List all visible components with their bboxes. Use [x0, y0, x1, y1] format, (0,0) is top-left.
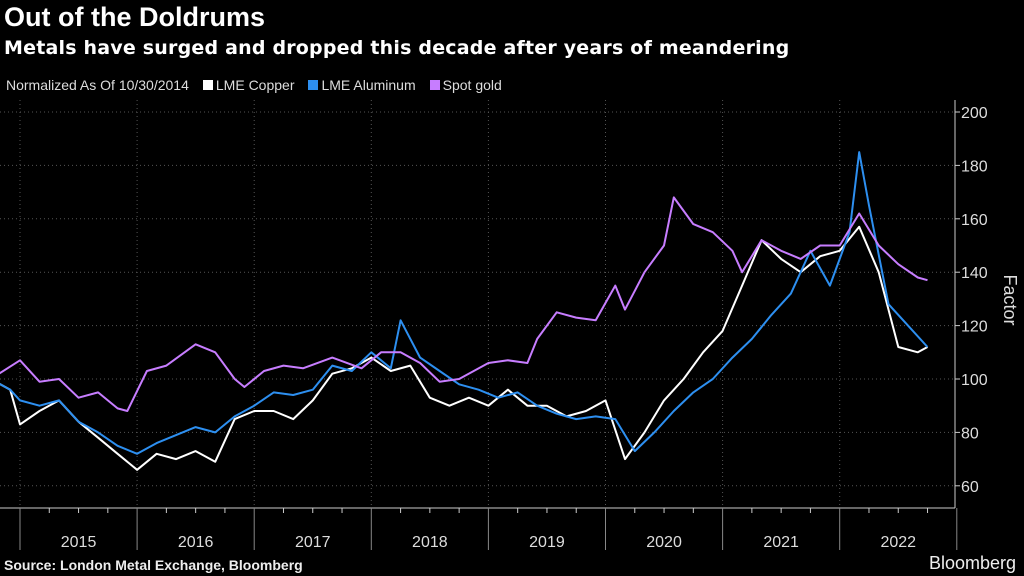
series-line-spot-gold	[0, 196, 928, 412]
x-tick-label: 2016	[178, 534, 214, 551]
source-note: Source: London Metal Exchange, Bloomberg	[4, 557, 303, 573]
legend-item-copper: LME Copper	[202, 77, 295, 93]
y-tick-label: 60	[961, 479, 979, 496]
legend: Normalized As Of 10/30/2014 LME Copper L…	[6, 77, 502, 93]
x-tick-label: 2015	[61, 534, 97, 551]
legend-item-gold: Spot gold	[429, 77, 502, 93]
series-line-lme-copper	[0, 225, 928, 471]
legend-label: LME Copper	[215, 77, 295, 93]
x-tick-label: 2022	[880, 534, 916, 551]
y-axis-label: Factor	[1000, 274, 1020, 325]
legend-swatch-aluminum	[308, 80, 319, 90]
x-tick-label: 2019	[529, 534, 565, 551]
y-tick-label: 140	[961, 265, 988, 282]
x-tick-label: 2020	[646, 534, 682, 551]
x-tick-label: 2018	[412, 534, 448, 551]
legend-item-aluminum: LME Aluminum	[308, 77, 416, 93]
legend-swatch-gold	[429, 80, 440, 90]
y-tick-label: 80	[961, 425, 979, 442]
x-tick-label: 2017	[295, 534, 331, 551]
y-tick-label: 120	[961, 319, 988, 336]
y-tick-label: 200	[961, 105, 988, 122]
legend-label: LME Aluminum	[321, 77, 416, 93]
y-tick-label: 180	[961, 158, 988, 175]
bloomberg-logo: Bloomberg	[928, 553, 1016, 573]
x-tick-label: 2021	[763, 534, 799, 551]
chart-title: Out of the Doldrums	[4, 2, 265, 32]
chart-subtitle: Metals have surged and dropped this deca…	[4, 37, 790, 59]
y-tick-label: 100	[961, 372, 988, 389]
legend-note: Normalized As Of 10/30/2014	[6, 77, 189, 93]
y-tick-label: 160	[961, 212, 988, 229]
legend-swatch-copper	[202, 80, 213, 90]
series-line-lme-aluminum	[0, 151, 929, 455]
legend-label: Spot gold	[442, 77, 502, 93]
